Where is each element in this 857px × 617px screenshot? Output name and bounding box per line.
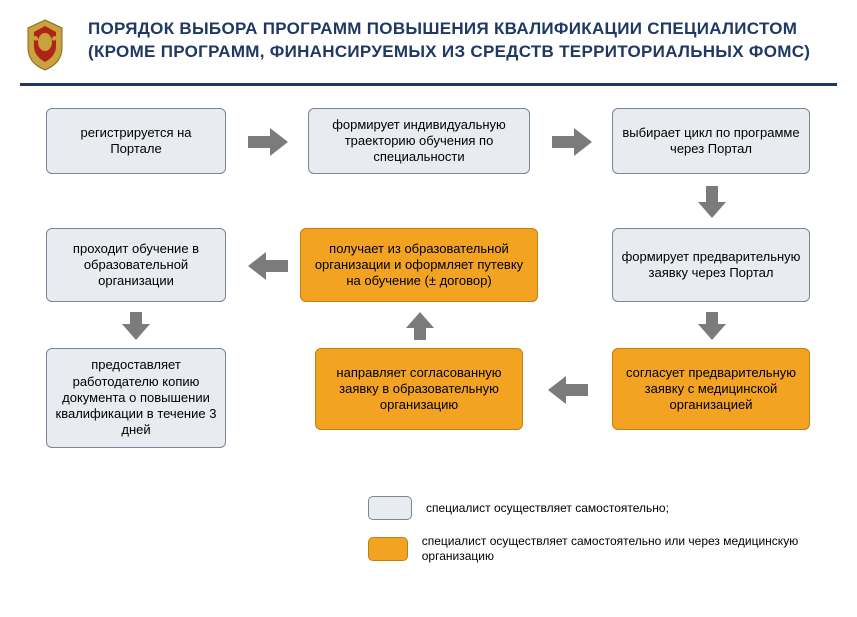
arrow-down-icon — [122, 312, 150, 340]
arrow-right-icon — [248, 128, 288, 156]
arrow-left-icon — [248, 252, 288, 280]
node-get-referral: получает из образовательной организации … — [300, 228, 538, 302]
node-send-request: направляет согласованную заявку в образо… — [315, 348, 523, 430]
legend-row-self: специалист осуществляет самостоятельно; — [368, 496, 669, 520]
legend-swatch-orange — [368, 537, 408, 561]
state-emblem-icon — [20, 18, 70, 73]
arrow-down-icon — [698, 186, 726, 218]
arrow-left-icon — [548, 376, 588, 404]
flowchart-canvas: регистрируется на Портале формирует инди… — [0, 108, 857, 588]
arrow-right-icon — [552, 128, 592, 156]
legend-label: специалист осуществляет самостоятельно и… — [422, 534, 828, 564]
page-header: ПОРЯДОК ВЫБОРА ПРОГРАММ ПОВЫШЕНИЯ КВАЛИФ… — [0, 0, 857, 73]
page-title: ПОРЯДОК ВЫБОРА ПРОГРАММ ПОВЫШЕНИЯ КВАЛИФ… — [88, 18, 837, 64]
node-form-trajectory: формирует индивидуальную траекторию обуч… — [308, 108, 530, 174]
node-agree-request: согласует предварительную заявку с медиц… — [612, 348, 810, 430]
title-rule — [20, 83, 837, 86]
arrow-down-icon — [698, 312, 726, 340]
node-provide-copy: предоставляет работодателю копию докумен… — [46, 348, 226, 448]
node-form-request: формирует предварительную заявку через П… — [612, 228, 810, 302]
legend-row-org: специалист осуществляет самостоятельно и… — [368, 534, 828, 564]
arrow-up-icon — [406, 312, 434, 340]
legend-swatch-gray — [368, 496, 412, 520]
node-register: регистрируется на Портале — [46, 108, 226, 174]
node-training: проходит обучение в образовательной орга… — [46, 228, 226, 302]
legend-label: специалист осуществляет самостоятельно; — [426, 501, 669, 515]
node-select-cycle: выбирает цикл по программе через Портал — [612, 108, 810, 174]
